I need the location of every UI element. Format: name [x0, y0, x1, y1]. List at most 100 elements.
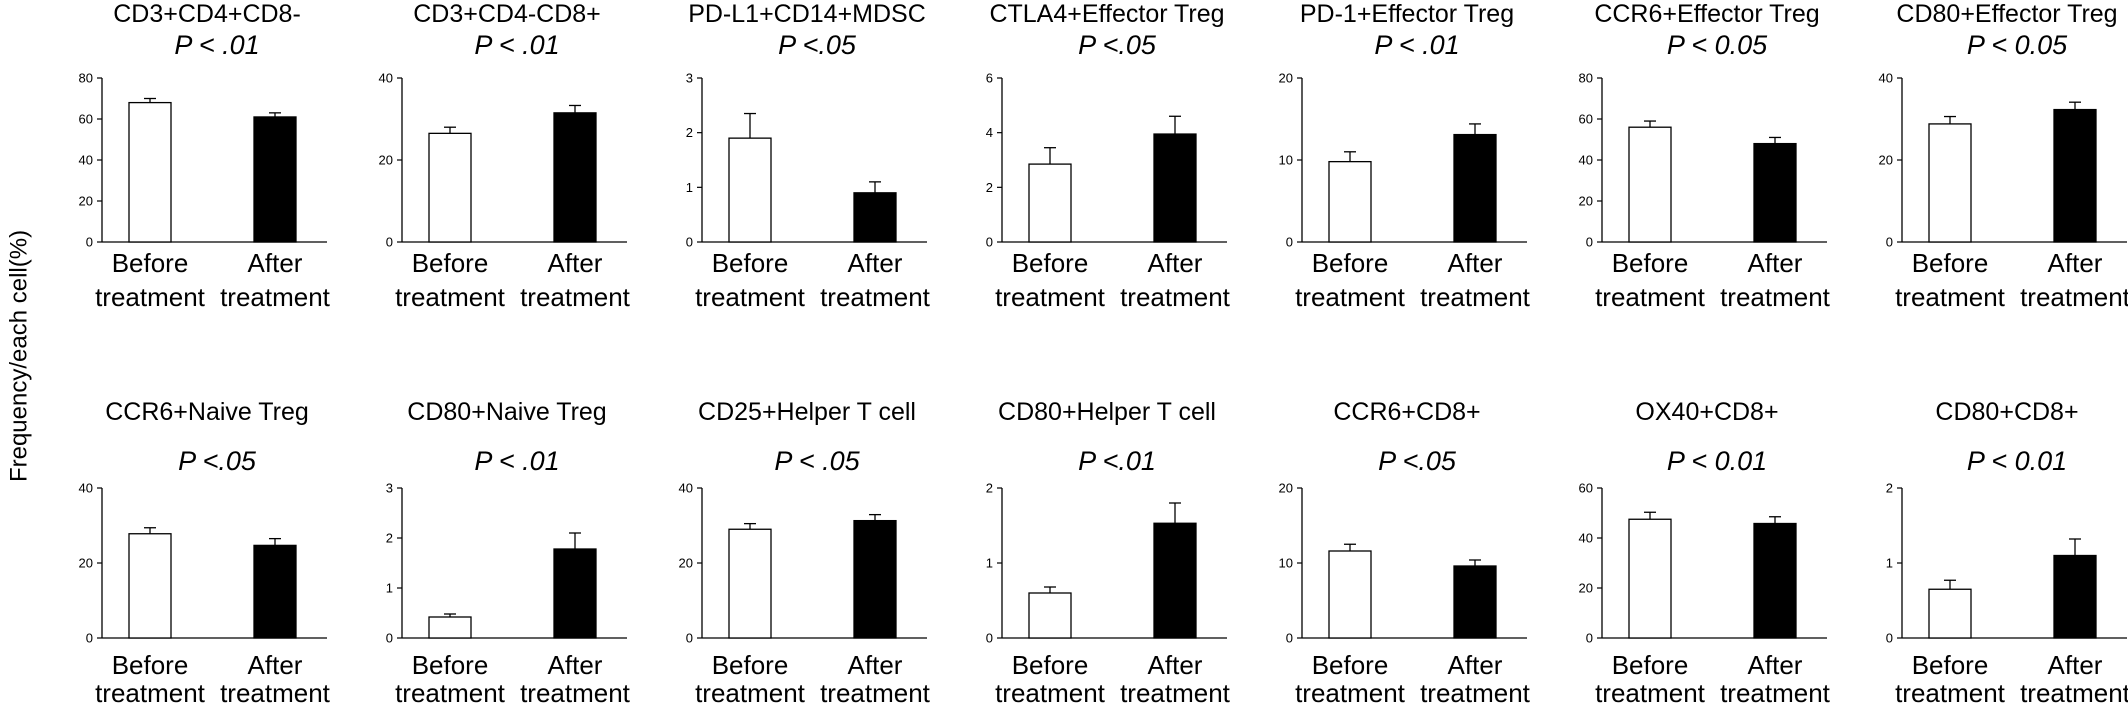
chart-title: CD80+CD8+: [1935, 398, 2078, 426]
bar: [1753, 142, 1797, 243]
p-value-label: P < .01: [174, 30, 259, 60]
y-tick-label: 0: [1286, 631, 1293, 646]
y-tick-label: 0: [86, 631, 93, 646]
category-label: After treatment: [1720, 650, 1831, 708]
y-tick-label: 2: [686, 125, 693, 140]
p-value-label: P < .01: [474, 30, 559, 60]
y-tick-label: 20: [379, 153, 393, 168]
category-label: Before treatment: [1595, 650, 1706, 708]
p-value-label: P < 0.01: [1667, 446, 1767, 476]
chart-panel: CCR6+Naive Treg P <.05 0 20 40 Before treatmen…: [79, 398, 331, 708]
y-tick-label: 0: [986, 631, 993, 646]
y-tick-label: 20: [1579, 581, 1593, 596]
category-label: Before treatment: [695, 248, 806, 312]
category-label: After treatment: [820, 248, 931, 312]
bar: [428, 132, 472, 243]
category-label: After treatment: [1420, 650, 1531, 708]
chart-title: CD80+Naive Treg: [407, 398, 606, 426]
bar: [1453, 133, 1497, 243]
y-tick-label: 0: [986, 235, 993, 250]
chart-panel: CD80+Helper T cell P <.01 0 1 2 Before treatme…: [986, 398, 1231, 708]
category-label: After treatment: [220, 650, 331, 708]
bar: [1628, 126, 1672, 243]
y-tick-label: 40: [1879, 71, 1893, 86]
y-tick-label: 3: [686, 71, 693, 86]
chart-title: CD3+CD4+CD8-: [113, 0, 301, 28]
bar: [1628, 518, 1672, 639]
category-label: Before treatment: [995, 248, 1106, 312]
y-tick-label: 20: [1579, 194, 1593, 209]
y-tick-label: 40: [79, 481, 93, 496]
y-tick-label: 1: [386, 581, 393, 596]
bar: [1153, 522, 1197, 639]
y-tick-label: 80: [79, 71, 93, 86]
y-tick-label: 1: [686, 180, 693, 195]
bar: [1328, 160, 1372, 243]
y-tick-label: 0: [1286, 235, 1293, 250]
chart-title: CD25+Helper T cell: [698, 398, 916, 426]
bar: [253, 544, 297, 639]
category-label: Before treatment: [695, 650, 806, 708]
chart-title: CCR6+Effector Treg: [1594, 0, 1819, 28]
y-tick-label: 20: [1879, 153, 1893, 168]
y-tick-label: 0: [386, 631, 393, 646]
chart-title: CD80+Effector Treg: [1896, 0, 2117, 28]
category-label: Before treatment: [95, 650, 206, 708]
y-tick-label: 40: [79, 153, 93, 168]
y-tick-label: 20: [79, 194, 93, 209]
y-tick-label: 0: [686, 235, 693, 250]
bar: [853, 519, 897, 639]
chart-title: CD80+Helper T cell: [998, 398, 1216, 426]
p-value-label: P < 0.05: [1667, 30, 1768, 60]
chart-panel: CD80+Naive Treg P < .01 0 1 2 3 Before treatmen…: [386, 398, 631, 708]
y-tick-label: 2: [386, 531, 393, 546]
chart-title: CCR6+CD8+: [1333, 398, 1480, 426]
chart-panel: CCR6+CD8+ P <.05 0 10 20 Before treatmentAfter…: [1279, 398, 1531, 708]
bar: [1928, 123, 1972, 243]
bar: [1153, 133, 1197, 243]
p-value-label: P <.05: [178, 446, 257, 476]
category-label: Before treatment: [95, 248, 206, 312]
bar: [1328, 550, 1372, 639]
y-tick-label: 40: [679, 481, 693, 496]
y-tick-label: 20: [79, 556, 93, 571]
chart-title: PD-L1+CD14+MDSC: [688, 0, 926, 28]
category-label: After treatment: [1420, 248, 1531, 312]
category-label: After treatment: [820, 650, 931, 708]
y-tick-label: 0: [386, 235, 393, 250]
bar: [253, 116, 297, 243]
bar: [1028, 163, 1072, 243]
bar: [1928, 588, 1972, 639]
chart-panel: CD80+CD8+ P < 0.01 0 1 2 Before treatmentAfter…: [1886, 398, 2128, 708]
bar: [553, 112, 597, 243]
p-value-label: P < .01: [474, 446, 559, 476]
p-value-label: P < 0.01: [1967, 446, 2067, 476]
chart-title: CTLA4+Effector Treg: [989, 0, 1224, 28]
y-tick-label: 60: [1579, 112, 1593, 127]
category-label: Before treatment: [1295, 248, 1406, 312]
p-value-label: P < .01: [1374, 30, 1459, 60]
y-tick-label: 0: [1886, 235, 1893, 250]
category-label: Before treatment: [1895, 650, 2006, 708]
chart-title: CCR6+Naive Treg: [105, 398, 309, 426]
category-label: After treatment: [1120, 650, 1231, 708]
y-tick-label: 40: [1579, 531, 1593, 546]
bar: [853, 192, 897, 243]
y-tick-label: 20: [679, 556, 693, 571]
chart-title: CD3+CD4-CD8+: [413, 0, 601, 28]
shared-y-axis-label: Frequency/each cell(%): [5, 230, 32, 482]
category-label: Before treatment: [1595, 248, 1706, 312]
bar: [128, 101, 172, 243]
y-tick-label: 0: [1586, 235, 1593, 250]
category-label: After treatment: [220, 248, 331, 312]
p-value-label: P <.05: [778, 30, 857, 60]
bar: [1028, 592, 1072, 639]
y-tick-label: 20: [1279, 481, 1293, 496]
y-tick-label: 40: [1579, 153, 1593, 168]
y-tick-label: 20: [1279, 71, 1293, 86]
